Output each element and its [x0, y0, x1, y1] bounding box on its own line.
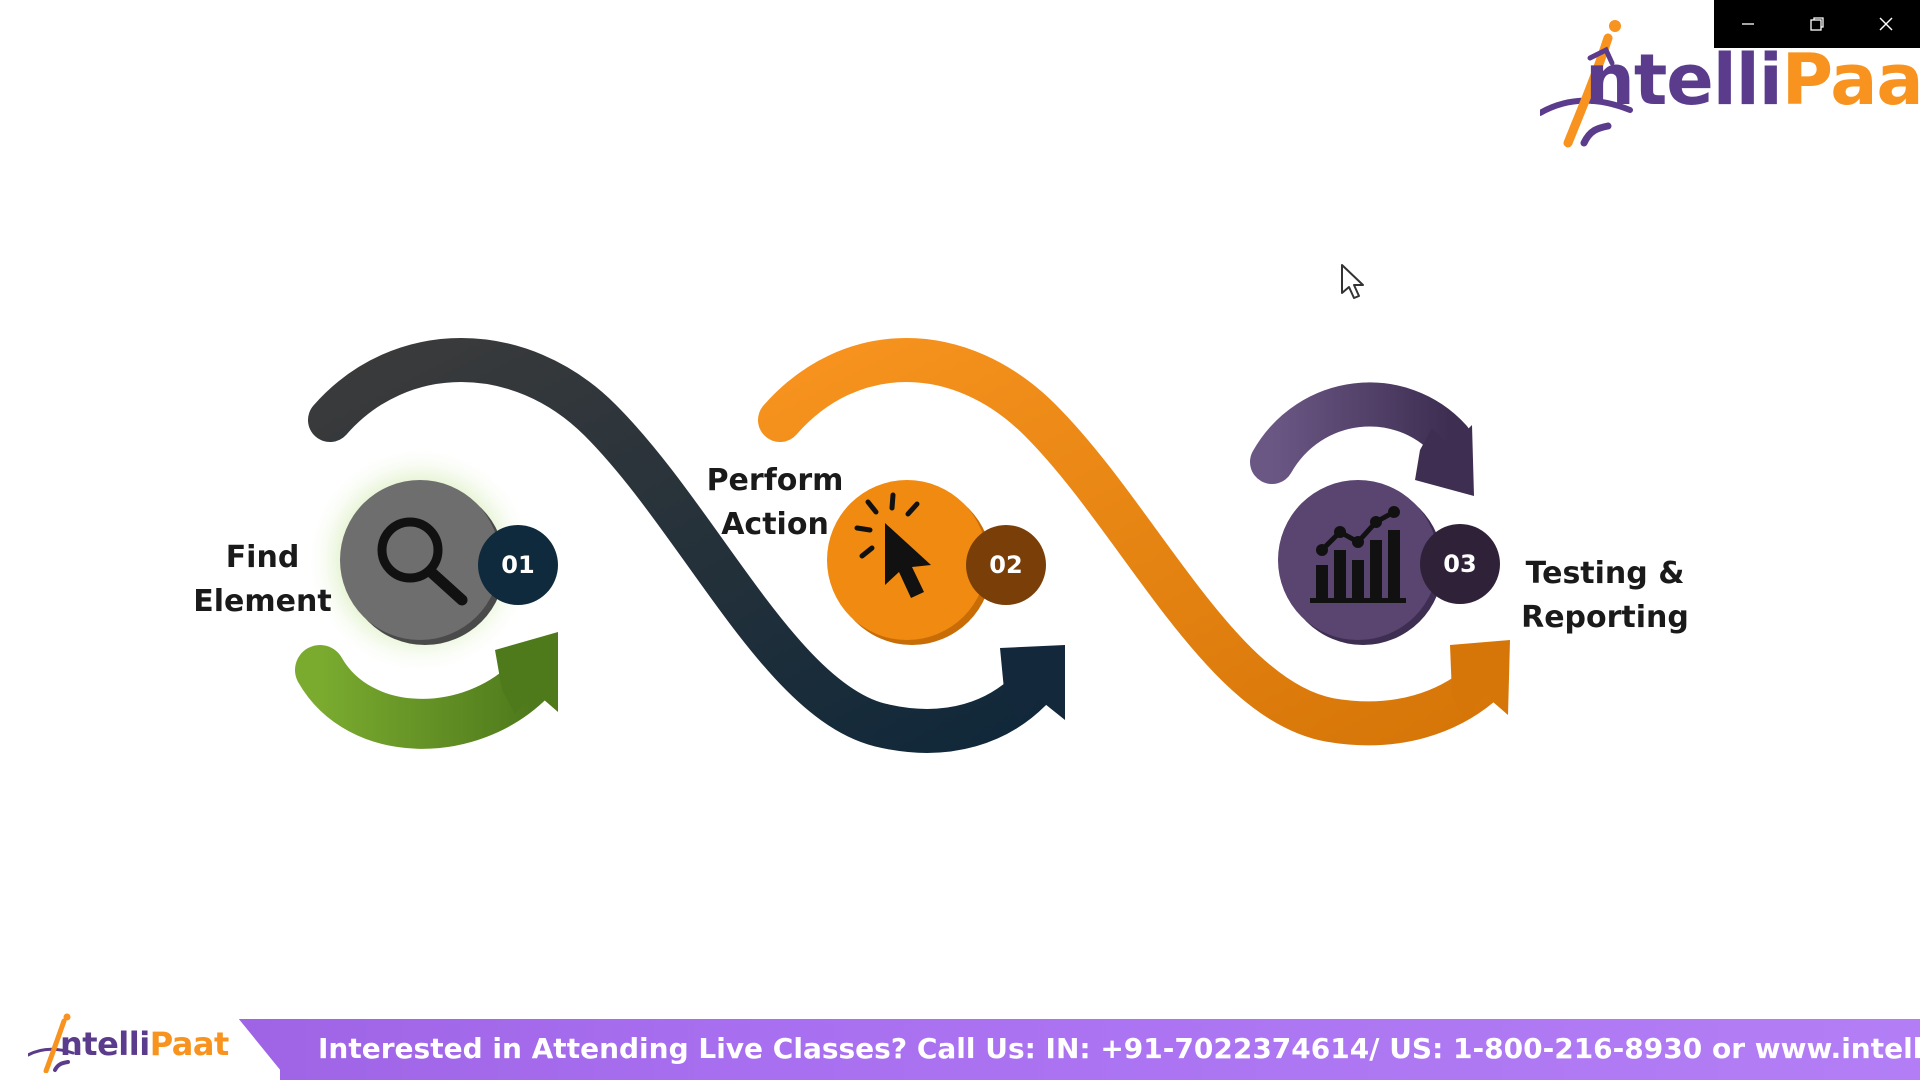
wave-orange — [758, 338, 1510, 746]
footer-banner: ntelliPaat Interested in Attending Live … — [0, 1002, 1920, 1082]
footer-background — [0, 1019, 1920, 1080]
bar-chart-icon — [1310, 506, 1406, 603]
close-icon — [1879, 17, 1893, 31]
step-1-label: Find Element — [190, 536, 335, 624]
step-3-label-line2: Reporting — [1521, 600, 1689, 635]
logo-wordmark: ntelliPaat — [1585, 45, 1920, 115]
step-1-label-line1: Find — [225, 540, 300, 575]
brand-logo: ntelliPaat — [1540, 18, 1920, 153]
restore-icon — [1810, 17, 1824, 31]
step-2-node — [827, 480, 992, 645]
logo-text-part1: ntelli — [1585, 39, 1783, 121]
footer-logo-part2: Paat — [149, 1025, 230, 1063]
step-3-label-line1: Testing & — [1525, 556, 1685, 591]
minimize-button[interactable] — [1714, 0, 1783, 48]
footer-logo-figure-icon — [28, 1013, 75, 1073]
step-3-number-badge: 03 — [1420, 524, 1500, 604]
magnifier-icon — [377, 517, 468, 606]
close-button[interactable] — [1851, 0, 1920, 48]
footer-logo-wordmark: ntelliPaat — [60, 1025, 229, 1063]
step-1-number: 01 — [501, 551, 535, 579]
restore-button[interactable] — [1783, 0, 1852, 48]
arrow-green — [295, 632, 558, 749]
step-2-number: 02 — [989, 551, 1023, 579]
step-3-number: 03 — [1443, 550, 1477, 578]
step-2-number-badge: 02 — [966, 525, 1046, 605]
step-3-node — [1278, 480, 1443, 645]
mouse-cursor-icon — [1341, 264, 1364, 299]
step-1-node — [305, 445, 535, 675]
step-1-number-badge: 01 — [478, 525, 558, 605]
step-2-label: Perform Action — [700, 459, 850, 547]
step-2-label-line2: Action — [721, 507, 829, 542]
step-1-label-line2: Element — [193, 584, 332, 619]
footer-logo-part1: ntelli — [60, 1025, 150, 1063]
logo-figure-icon — [1540, 20, 1633, 148]
wave-dark — [308, 338, 1065, 753]
window-controls — [1714, 0, 1920, 48]
logo-text-part2: Paat — [1781, 39, 1920, 121]
step-2-label-line1: Perform — [706, 463, 844, 498]
arrow-purple — [1250, 382, 1474, 496]
pointer-click-icon — [854, 492, 931, 598]
minimize-icon — [1742, 23, 1755, 25]
footer-banner-text[interactable]: Interested in Attending Live Classes? Ca… — [318, 1032, 1920, 1065]
step-3-label: Testing & Reporting — [1520, 552, 1690, 640]
